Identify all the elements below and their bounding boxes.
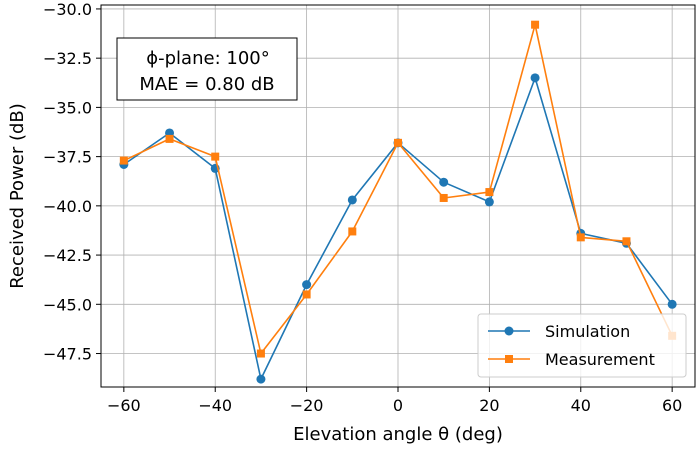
y-tick-label: −45.0 bbox=[43, 295, 92, 314]
measurement-point bbox=[576, 233, 585, 242]
annotation-box: ϕ-plane: 100° MAE = 0.80 dB bbox=[116, 37, 298, 101]
measurement-point bbox=[439, 193, 448, 202]
annotation-frame bbox=[116, 37, 298, 101]
annotation-line-1: ϕ-plane: 100° bbox=[146, 48, 269, 69]
measurement-point bbox=[302, 290, 311, 299]
measurement-point bbox=[348, 227, 357, 236]
legend: Simulation Measurement bbox=[477, 313, 687, 378]
y-tick-label: −42.5 bbox=[43, 246, 92, 265]
measurement-point bbox=[165, 134, 174, 143]
legend-frame bbox=[477, 313, 687, 378]
measurement-point bbox=[622, 237, 631, 246]
x-tick-label: 20 bbox=[479, 396, 499, 415]
y-tick-label: −40.0 bbox=[43, 197, 92, 216]
y-tick-label: −30.0 bbox=[43, 0, 92, 19]
x-tick-label: 40 bbox=[571, 396, 591, 415]
legend-marker-measurement bbox=[505, 355, 513, 363]
legend-marker-simulation bbox=[504, 326, 514, 336]
x-tick-label: −60 bbox=[107, 396, 141, 415]
measurement-point bbox=[256, 349, 265, 358]
series-layer bbox=[119, 20, 677, 384]
series-measurement bbox=[119, 20, 677, 358]
x-tick-label: −20 bbox=[290, 396, 324, 415]
simulation-point bbox=[667, 299, 677, 309]
legend-label-measurement: Measurement bbox=[545, 350, 655, 369]
x-tick-label: 60 bbox=[662, 396, 682, 415]
simulation-point bbox=[256, 374, 266, 384]
y-tick-label: −32.5 bbox=[43, 49, 92, 68]
y-tick-label: −47.5 bbox=[43, 345, 92, 364]
y-axis-label: Received Power (dB) bbox=[7, 103, 28, 289]
measurement-point bbox=[394, 138, 402, 147]
measurement-point bbox=[531, 20, 540, 29]
measurement-point bbox=[485, 188, 494, 197]
ticks: −60 −40 −20 0 20 40 60 −30.0 −32.5 −35.0 −37.5 −40.… bbox=[43, 0, 682, 415]
simulation-point bbox=[302, 280, 312, 290]
x-tick-label: −40 bbox=[198, 396, 232, 415]
simulation-point bbox=[347, 195, 357, 205]
x-axis-label: Elevation angle θ (deg) bbox=[293, 424, 503, 445]
simulation-point bbox=[439, 177, 449, 187]
measurement-point bbox=[119, 156, 128, 165]
annotation-line-2: MAE = 0.80 dB bbox=[139, 74, 274, 95]
y-tick-label: −35.0 bbox=[43, 98, 92, 117]
simulation-point bbox=[530, 73, 540, 83]
legend-label-simulation: Simulation bbox=[545, 322, 630, 341]
simulation-point bbox=[484, 197, 494, 207]
x-tick-label: 0 bbox=[393, 396, 403, 415]
measurement-point bbox=[211, 152, 220, 161]
y-tick-label: −37.5 bbox=[43, 148, 92, 167]
